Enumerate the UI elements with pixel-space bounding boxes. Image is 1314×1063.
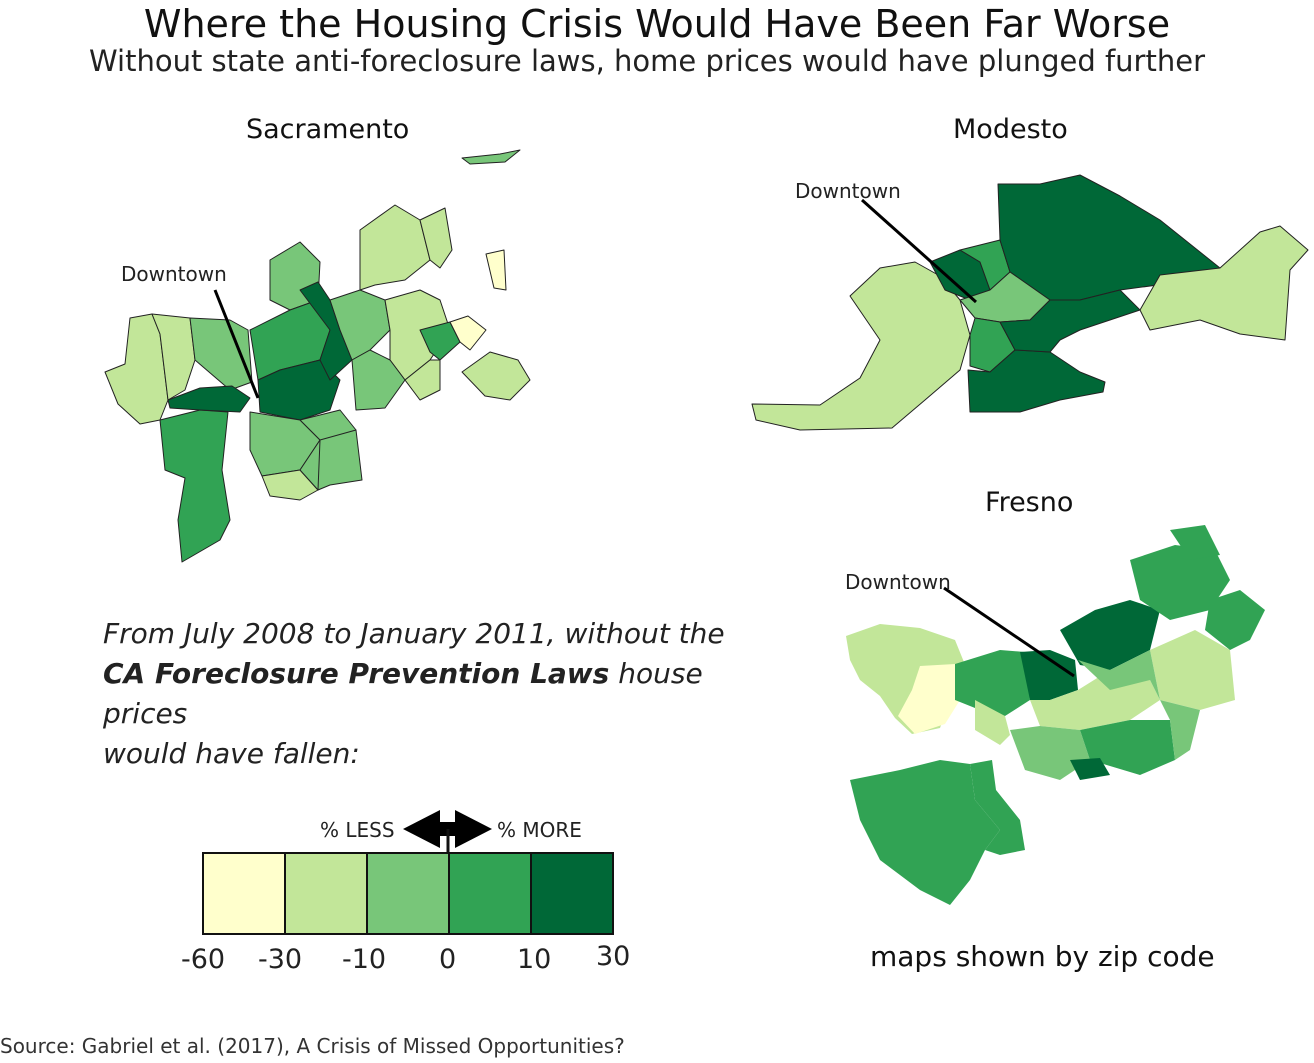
modesto-zip-west xyxy=(751,261,971,431)
legend-frame xyxy=(202,852,614,935)
zip-code-note: maps shown by zip code xyxy=(870,940,1215,973)
legend-tick: 10 xyxy=(517,944,552,975)
fresno-downtown-pointer xyxy=(943,586,1075,678)
legend-less-label: % LESS xyxy=(320,818,395,842)
fresno-zip-northwest xyxy=(955,650,1030,716)
sacramento-zip-north-yellow xyxy=(485,249,507,291)
fresno-zip-west-2 xyxy=(975,700,1010,745)
fresno-map xyxy=(846,525,1265,905)
sacramento-zip-south-corridor xyxy=(159,409,231,563)
sacramento-zip-east-4 xyxy=(419,321,461,361)
fresno-zip-northeast-2 xyxy=(1170,525,1220,560)
legend-tick: -30 xyxy=(258,944,303,975)
legend-bin xyxy=(366,852,450,935)
chart-title: Where the Housing Crisis Would Have Been… xyxy=(143,2,1171,46)
note-line-3: would have fallen: xyxy=(103,737,360,770)
fresno-zip-south-east xyxy=(1160,700,1200,760)
fresno-zip-southwest-large xyxy=(850,760,1000,905)
fresno-zip-southcenter-2 xyxy=(1080,720,1175,775)
legend-bin xyxy=(530,852,614,935)
sacramento-zip-east-5 xyxy=(449,315,487,351)
fresno-zip-northeast-1 xyxy=(1130,545,1230,620)
chart-subtitle: Without state anti-foreclosure laws, hom… xyxy=(89,44,1205,78)
fresno-zip-south-small xyxy=(1070,758,1110,780)
fresno-zip-southcenter-1 xyxy=(1010,726,1090,780)
modesto-zip-east xyxy=(1139,225,1309,341)
legend-tick: -10 xyxy=(342,944,387,975)
left-arrow-icon xyxy=(403,810,440,848)
explanatory-note: From July 2008 to January 2011, without … xyxy=(103,614,793,774)
legend-tick: 30 xyxy=(596,941,631,972)
sacramento-map-title: Sacramento xyxy=(246,114,410,145)
sacramento-zip-northeast-1 xyxy=(359,204,431,291)
modesto-downtown-label: Downtown xyxy=(795,179,901,203)
legend xyxy=(202,810,614,935)
sacramento-zip-south-1 xyxy=(317,429,363,491)
fresno-zip-center-2 xyxy=(1078,650,1160,700)
note-bold-phrase: CA Foreclosure Prevention Laws xyxy=(103,657,610,690)
fresno-zip-east-1 xyxy=(1150,630,1235,710)
sacramento-zip-core-2 xyxy=(257,359,341,421)
sacramento-zip-north xyxy=(189,317,253,391)
sacramento-zip-far-east xyxy=(461,351,531,401)
right-arrow-icon xyxy=(455,810,492,848)
legend-bin xyxy=(284,852,368,935)
legend-bins xyxy=(202,852,614,935)
modesto-zip-southeast xyxy=(999,289,1141,353)
sacramento-downtown-pointer xyxy=(213,289,260,399)
sacramento-downtown-label: Downtown xyxy=(121,262,227,286)
fresno-zip-north xyxy=(1060,600,1160,670)
modesto-map xyxy=(751,174,1309,431)
note-line-1: From July 2008 to January 2011, without … xyxy=(103,617,725,650)
modesto-map-title: Modesto xyxy=(953,114,1068,145)
fresno-zip-downtown xyxy=(1020,650,1078,700)
sacramento-zip-northeast-2 xyxy=(419,207,453,269)
sacramento-zip-southeast-1 xyxy=(261,469,319,501)
legend-bin xyxy=(202,852,286,935)
legend-tick: 0 xyxy=(439,944,457,975)
sacramento-zip-east-1 xyxy=(329,289,391,361)
legend-more-label: % MORE xyxy=(497,818,582,842)
fresno-map-title: Fresno xyxy=(985,487,1074,518)
sacramento-map xyxy=(104,149,531,563)
sacramento-zip-north-strip xyxy=(461,149,521,165)
fresno-zip-yellow xyxy=(898,664,960,734)
note-line-2: house prices xyxy=(103,657,703,730)
sacramento-zip-east-6 xyxy=(404,359,441,401)
sacramento-zip-downtown-west xyxy=(167,385,251,413)
fresno-zip-southwest-2 xyxy=(970,760,1025,855)
legend-tick: -60 xyxy=(181,944,226,975)
legend-bin xyxy=(448,852,532,935)
fresno-downtown-label: Downtown xyxy=(845,570,951,594)
fresno-zip-east-2 xyxy=(1205,590,1265,650)
source-credit: Source: Gabriel et al. (2017), A Crisis … xyxy=(0,1034,625,1058)
modesto-downtown-pointer xyxy=(860,198,978,304)
